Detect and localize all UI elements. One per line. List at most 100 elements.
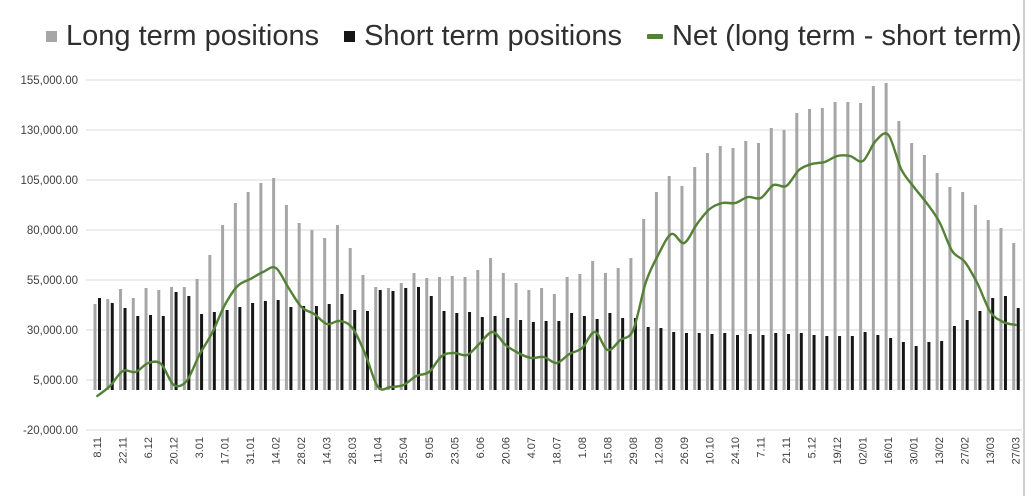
x-tick-label: 27/03 (1011, 437, 1023, 465)
short-bar (340, 294, 344, 390)
plot-area: 155,000.00 130,000.00 105,000.00 80,000.00 5… (20, 75, 1023, 465)
short-bar (289, 307, 293, 390)
long-bar (144, 288, 148, 390)
short-bar (417, 287, 420, 390)
x-tick-label: 22.11 (118, 437, 130, 464)
y-tick-label: 5,000.00 (33, 375, 78, 387)
x-tick-label: 16/01 (883, 437, 895, 465)
short-bar (225, 310, 229, 390)
long-bar (718, 146, 722, 390)
x-tick-label: 31.01 (245, 437, 257, 465)
long-bar (820, 108, 824, 390)
long-bar (233, 203, 237, 390)
x-tick-label: 19/12 (832, 437, 844, 465)
short-bar (927, 342, 931, 390)
short-bar (455, 313, 459, 390)
long-bar (693, 167, 697, 390)
x-tick-label: 14.03 (322, 437, 334, 465)
short-bar (442, 311, 446, 390)
frame-right-border (1023, 0, 1025, 496)
short-bar (238, 307, 242, 390)
x-tick-label: 13/03 (985, 437, 997, 465)
long-bar (106, 299, 110, 390)
short-bar (736, 335, 739, 390)
long-bar (629, 258, 633, 390)
net-line-marker-icon (646, 34, 663, 39)
short-bar (940, 341, 944, 390)
short-bar (404, 288, 408, 390)
long-bar (131, 298, 135, 390)
long-bar (182, 287, 186, 390)
long-bar (565, 277, 569, 390)
long-bar (195, 279, 199, 390)
short-bar (365, 311, 369, 390)
short-bar (978, 311, 982, 390)
long-bar (1012, 243, 1016, 390)
short-bar (659, 328, 663, 390)
x-tick-label: 6.12 (143, 437, 155, 458)
x-tick-label: 23.05 (449, 437, 461, 465)
short-bar (302, 306, 306, 390)
long-bar (438, 277, 442, 390)
x-tick-label: 20.12 (169, 437, 181, 465)
long-bar (973, 205, 977, 390)
long-bar (603, 273, 607, 390)
long-bar (374, 287, 378, 390)
short-bar (799, 333, 803, 390)
short-bar (723, 333, 727, 390)
x-tick-label: 15.08 (602, 437, 614, 465)
chart-legend: Long term positions Short term positions… (46, 20, 1022, 53)
short-bar (378, 290, 382, 390)
short-bar (468, 312, 472, 390)
long-bar (297, 223, 301, 390)
long-bar (935, 173, 939, 390)
long-bar (948, 187, 952, 390)
short-bar (710, 334, 714, 390)
long-bar (361, 275, 365, 390)
long-bar (284, 205, 288, 390)
long-bar (272, 178, 276, 390)
short-bar (876, 335, 880, 390)
long-bar (157, 290, 161, 390)
long-bar (476, 270, 480, 390)
x-tick-label: 1.08 (577, 437, 589, 458)
x-tick-label: 7.11 (756, 437, 768, 458)
legend-label-short: Short term positions (364, 20, 622, 52)
short-bar (557, 321, 561, 390)
short-bar (544, 321, 548, 390)
long-bar (731, 148, 735, 390)
long-bar (884, 83, 888, 390)
short-bar (825, 336, 829, 390)
x-tick-label: 25.04 (398, 437, 410, 465)
short-bar (633, 318, 637, 390)
long-bar (527, 290, 531, 390)
long-positions-marker-icon (46, 31, 57, 42)
x-tick-label: 30/01 (909, 437, 921, 465)
legend-item-short: Short term positions (344, 20, 622, 53)
long-bar (170, 287, 174, 390)
short-bar (952, 326, 956, 390)
legend-item-net: Net (long term - short term) (646, 20, 1022, 53)
long-bar (348, 248, 352, 390)
x-tick-label: 5.12 (807, 437, 819, 458)
short-bar (480, 317, 484, 390)
x-tick-label: 18.07 (551, 437, 563, 465)
y-tick-label: 30,000.00 (27, 325, 78, 337)
x-tick-label: 6.06 (475, 437, 487, 458)
long-bar (642, 219, 646, 390)
long-bar (540, 288, 544, 390)
short-bar (901, 342, 905, 390)
x-tick-label: 13/02 (934, 437, 946, 465)
x-tick-label: 28.02 (296, 437, 308, 465)
short-bar (353, 310, 357, 390)
long-bar (986, 220, 990, 390)
long-bar (795, 113, 799, 390)
short-bar (595, 319, 599, 390)
long-bar (808, 109, 812, 390)
long-bar (399, 283, 403, 390)
long-bar (489, 258, 493, 390)
long-bar (616, 268, 620, 390)
long-bar (871, 86, 875, 390)
short-bar (684, 333, 688, 390)
y-tick-label: 130,000.00 (20, 125, 78, 137)
